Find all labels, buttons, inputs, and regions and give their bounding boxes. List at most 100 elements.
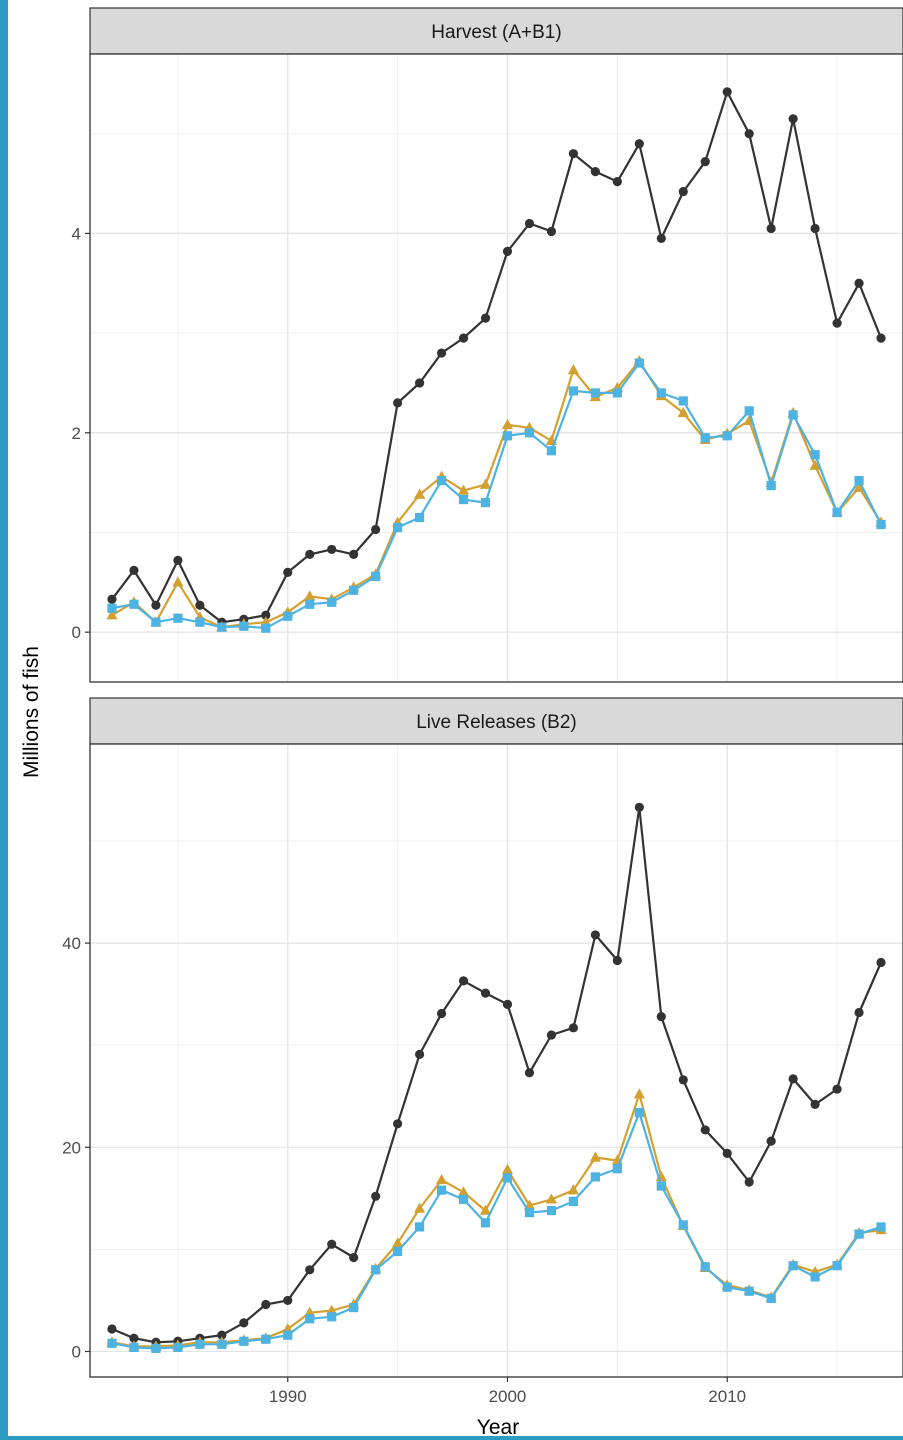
square-marker	[349, 1302, 359, 1313]
square-marker	[766, 481, 776, 491]
triangle-marker	[457, 484, 470, 495]
circle-marker	[283, 1295, 293, 1306]
triangle-marker	[677, 406, 689, 418]
square-marker	[261, 1334, 271, 1344]
circle-marker	[854, 1007, 864, 1018]
circle-marker	[283, 567, 293, 577]
square-marker	[568, 386, 579, 396]
circle-marker	[371, 524, 381, 535]
circle-marker	[700, 1125, 710, 1135]
triangle-marker	[479, 478, 492, 489]
circle-marker	[480, 988, 491, 998]
square-marker	[876, 519, 886, 530]
circle-marker	[393, 398, 403, 408]
square-marker	[502, 1173, 513, 1183]
square-marker	[151, 617, 161, 627]
circle-marker	[656, 233, 666, 244]
square-marker	[239, 1336, 249, 1346]
square-marker	[414, 1222, 425, 1232]
square-marker	[788, 410, 798, 420]
circle-marker	[876, 333, 886, 343]
square-marker	[436, 1185, 447, 1195]
triangle-marker	[413, 1202, 426, 1213]
circle-marker	[393, 1119, 403, 1129]
square-marker	[151, 1343, 161, 1354]
y-tick-label: 0	[72, 1342, 81, 1361]
square-marker	[678, 396, 688, 406]
chart-svg: Millions of fish Year Harvest (A+B1) 0 2 4 L…	[20, 7, 903, 1436]
triangle-marker	[435, 1173, 448, 1185]
square-marker	[722, 431, 732, 441]
y-tick-label: 4	[72, 224, 81, 243]
circle-marker	[371, 1191, 381, 1201]
square-marker	[217, 622, 227, 632]
square-marker	[371, 1265, 381, 1275]
circle-marker	[217, 1330, 227, 1340]
circle-marker	[414, 378, 425, 388]
circle-marker	[546, 226, 557, 237]
plot-border	[89, 743, 903, 1378]
circle-marker	[788, 114, 798, 124]
square-marker	[788, 1261, 798, 1271]
circle-marker	[524, 1068, 535, 1078]
circle-marker	[151, 600, 161, 610]
triangle-marker	[457, 1186, 470, 1197]
panel-title: Harvest (A+B1)	[431, 22, 561, 43]
circle-marker	[546, 1030, 557, 1040]
triangle-marker	[545, 1193, 558, 1204]
square-marker	[854, 1229, 864, 1239]
square-marker	[107, 603, 117, 613]
circle-marker	[173, 555, 183, 565]
plot-border	[89, 53, 903, 683]
circle-marker	[524, 218, 535, 229]
triangle-marker	[172, 576, 184, 587]
square-marker	[612, 388, 622, 398]
circle-marker	[414, 1049, 425, 1059]
triangle-marker	[853, 481, 865, 492]
square-marker	[261, 623, 271, 633]
square-marker	[700, 433, 710, 443]
triangle-marker	[501, 418, 514, 430]
square-marker	[656, 1181, 666, 1191]
square-marker	[458, 1194, 469, 1204]
square-marker	[568, 1196, 579, 1206]
circle-marker	[349, 1252, 359, 1263]
square-marker	[832, 507, 842, 518]
triangle-marker	[589, 1151, 601, 1162]
triangle-marker	[567, 363, 580, 375]
square-marker	[678, 1220, 688, 1230]
circle-marker	[502, 246, 513, 256]
circle-marker	[458, 333, 469, 343]
y-tick-label: 0	[72, 623, 81, 642]
square-marker	[854, 476, 864, 486]
circle-marker	[612, 176, 622, 187]
square-marker	[480, 497, 491, 508]
square-marker	[590, 388, 600, 398]
circle-marker	[261, 1299, 271, 1310]
circle-marker	[788, 1074, 798, 1084]
square-marker	[393, 522, 403, 533]
circle-marker	[722, 1148, 732, 1159]
square-marker	[436, 476, 447, 486]
series-3	[107, 358, 886, 633]
square-marker	[173, 613, 183, 623]
circle-marker	[436, 1008, 447, 1019]
circle-marker	[305, 549, 315, 560]
circle-marker	[678, 1075, 688, 1085]
circle-marker	[107, 594, 117, 604]
square-marker	[656, 388, 666, 398]
square-marker	[524, 1208, 535, 1218]
triangle-marker	[304, 590, 316, 601]
circle-marker	[305, 1265, 315, 1275]
square-marker	[239, 621, 249, 631]
square-marker	[612, 1164, 622, 1174]
circle-marker	[590, 930, 600, 940]
square-marker	[349, 585, 359, 595]
x-tick-label: 1990	[269, 1387, 307, 1406]
circle-marker	[129, 565, 139, 575]
square-marker	[393, 1246, 403, 1257]
square-marker	[129, 1342, 139, 1352]
circle-marker	[502, 999, 513, 1009]
square-marker	[305, 1314, 315, 1324]
chart-frame: Millions of fish Year Harvest (A+B1) 0 2 4 L…	[8, 0, 903, 1436]
